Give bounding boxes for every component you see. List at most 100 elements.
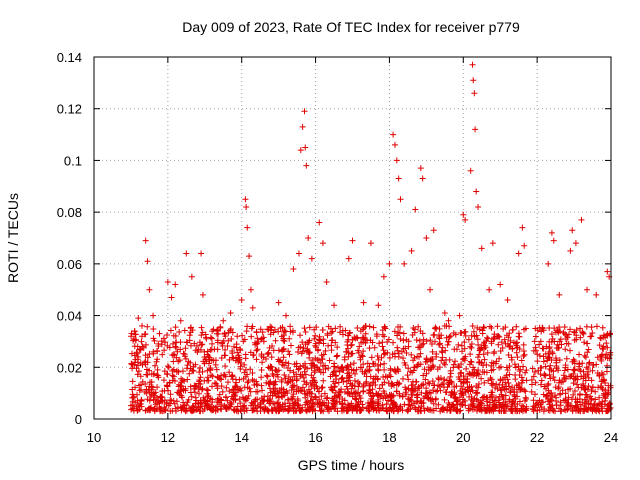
data-point: [274, 373, 281, 380]
data-point: [607, 382, 614, 389]
data-point: [254, 346, 261, 353]
data-point: [477, 397, 484, 404]
data-point: [170, 373, 177, 380]
data-point: [150, 348, 157, 355]
data-point: [330, 400, 337, 407]
data-point: [568, 373, 575, 380]
data-point: [164, 332, 171, 339]
data-point: [357, 364, 364, 371]
data-point: [328, 342, 335, 349]
data-point: [457, 407, 464, 414]
data-point: [324, 330, 331, 337]
data-point: [560, 329, 567, 336]
data-point: [169, 372, 176, 379]
data-point: [312, 344, 319, 351]
data-point: [301, 108, 308, 115]
data-point: [215, 395, 222, 402]
data-point: [589, 362, 596, 369]
data-point: [247, 388, 254, 395]
data-point: [254, 402, 261, 409]
data-point: [446, 356, 453, 363]
data-point: [405, 338, 412, 345]
data-point: [287, 342, 294, 349]
data-point: [475, 384, 482, 391]
data-point: [241, 408, 248, 415]
data-point: [285, 373, 292, 380]
data-point: [370, 324, 377, 331]
data-point: [585, 383, 592, 390]
data-point: [301, 388, 308, 395]
data-point: [405, 376, 412, 383]
data-point: [488, 324, 495, 331]
data-point: [280, 354, 287, 361]
data-point: [247, 286, 254, 293]
data-point: [316, 219, 323, 226]
data-point: [408, 398, 415, 405]
data-point: [158, 393, 165, 400]
data-point: [302, 341, 309, 348]
data-point: [387, 404, 394, 411]
data-point: [308, 255, 315, 262]
data-point: [495, 341, 502, 348]
data-point: [338, 375, 345, 382]
data-point: [542, 372, 549, 379]
data-point: [261, 403, 268, 410]
data-point: [409, 378, 416, 385]
data-point: [359, 401, 366, 408]
data-point: [299, 123, 306, 130]
data-point: [584, 349, 591, 356]
data-point: [172, 324, 179, 331]
data-point: [576, 391, 583, 398]
data-point: [363, 373, 370, 380]
data-point: [165, 364, 172, 371]
data-point: [167, 408, 174, 415]
data-point: [148, 391, 155, 398]
data-point: [288, 395, 295, 402]
x-tick-label: 20: [456, 430, 470, 445]
data-point: [357, 408, 364, 415]
data-point: [516, 368, 523, 375]
data-point: [326, 357, 333, 364]
data-point: [439, 349, 446, 356]
data-point: [542, 393, 549, 400]
data-point: [492, 384, 499, 391]
data-point: [475, 203, 482, 210]
data-point: [173, 398, 180, 405]
data-point: [429, 356, 436, 363]
data-point: [607, 351, 614, 358]
data-point: [371, 344, 378, 351]
axes: 10 12 14 16 18 20 22 24 0 0.02 0.04 0.06 0.08 0.1 0.12…: [57, 50, 619, 445]
data-point: [254, 408, 261, 415]
data-point: [170, 351, 177, 358]
data-point: [405, 402, 412, 409]
data-point: [539, 345, 546, 352]
data-point: [268, 354, 275, 361]
data-point: [545, 260, 552, 267]
data-point: [286, 400, 293, 407]
data-point: [226, 399, 233, 406]
data-point: [456, 400, 463, 407]
data-point: [294, 348, 301, 355]
data-point: [549, 350, 556, 357]
data-point: [209, 383, 216, 390]
y-tick-label: 0.02: [57, 360, 82, 375]
data-point: [131, 361, 138, 368]
data-point: [370, 379, 377, 386]
data-point: [577, 401, 584, 408]
data-point: [251, 407, 258, 414]
data-point: [396, 404, 403, 411]
data-point: [472, 126, 479, 133]
data-point: [466, 405, 473, 412]
data-point: [208, 346, 215, 353]
data-point: [420, 381, 427, 388]
data-point: [261, 393, 268, 400]
data-point: [196, 408, 203, 415]
data-point: [332, 339, 339, 346]
data-point: [546, 371, 553, 378]
data-point: [540, 327, 547, 334]
data-point: [386, 371, 393, 378]
data-point: [222, 404, 229, 411]
data-point: [549, 335, 556, 342]
data-point: [532, 391, 539, 398]
data-point: [542, 363, 549, 370]
